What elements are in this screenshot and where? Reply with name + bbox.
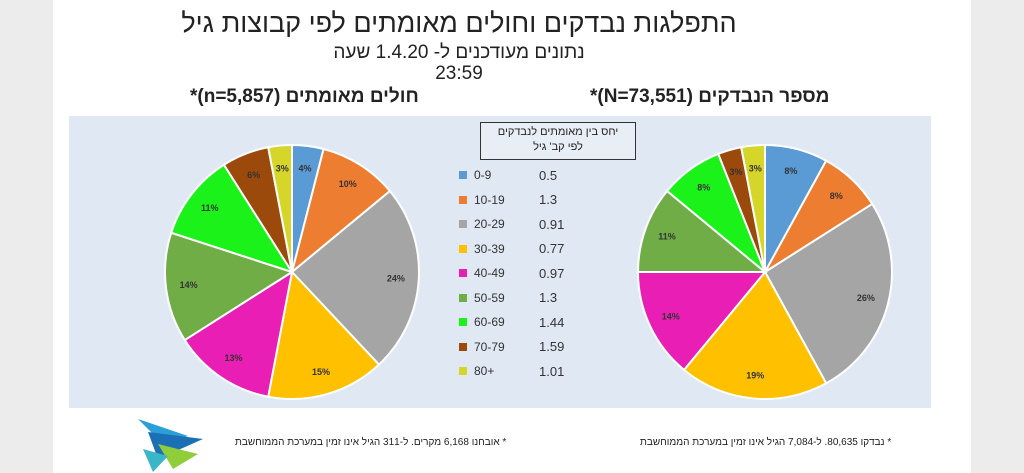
legend-ratio-value: 0.91 xyxy=(539,216,565,232)
legend-ratio-value: 1.44 xyxy=(539,314,565,330)
left-chart-title: חולים מאומתים (n=5,857)* xyxy=(190,86,419,107)
right-chart-title: מספר הנבדקים (N=73,551)* xyxy=(590,86,830,107)
legend-header-line-2: לפי קב' גיל xyxy=(533,141,583,153)
pie-data-label: 10% xyxy=(339,179,357,189)
pie-data-label: 11% xyxy=(658,232,676,242)
legend-item: 10-19 1.3 xyxy=(459,191,557,209)
ministry-logo xyxy=(138,419,203,472)
legend-ratio-value: 0.5 xyxy=(539,167,558,183)
legend-label: 80+ xyxy=(474,364,495,378)
pie-data-label: 24% xyxy=(387,274,405,284)
legend-swatch xyxy=(459,293,467,302)
legend-item: 20-29 0.91 xyxy=(459,215,564,233)
pie-slice-10-19 xyxy=(290,147,392,275)
legend-swatch xyxy=(459,195,467,204)
legend-label: 20-29 xyxy=(474,217,505,231)
legend-label: 10-19 xyxy=(474,192,505,207)
footnote-left: * אובחנו 6,168 מקרים. ל-311 הגיל אינו זמ… xyxy=(235,437,507,448)
pie-data-label: 4% xyxy=(299,164,312,174)
pie-data-label: 26% xyxy=(857,293,875,303)
pie-data-label: 19% xyxy=(746,371,764,381)
legend-ratio-value: 1.3 xyxy=(539,192,558,207)
pie-slice-50-59 xyxy=(636,189,768,273)
legend-label: 0-9 xyxy=(474,168,492,182)
legend-label: 50-59 xyxy=(474,290,505,305)
legend-ratio-value: 0.77 xyxy=(539,241,565,256)
pie-data-label: 8% xyxy=(697,183,710,193)
page-subtitle: נתונים מעודכנים ל- 1.4.20 שעה 23:59 xyxy=(0,42,918,84)
page-title: התפלגות נבדקים וחולים מאומתים לפי קבוצות… xyxy=(181,8,737,38)
pie-slice-30-39 xyxy=(682,270,828,400)
pie-chart-confirmed: 4% 10% 24% 15% 13% 14% 11% 6% 3% xyxy=(164,143,420,400)
subtitle-line-2: 23:59 xyxy=(435,63,483,84)
legend-ratio-value: 1.3 xyxy=(539,290,558,305)
pie-slice-30-39 xyxy=(267,269,381,400)
legend-item: 60-69 1.44 xyxy=(459,313,564,331)
legend-swatch xyxy=(459,171,467,179)
legend-swatch xyxy=(459,244,467,253)
pie-data-label: 15% xyxy=(312,367,330,377)
pie-slice-80+ xyxy=(267,143,293,273)
footnote-right: * נבדקו 80,635. ל-7,084 הגיל אינו זמין ב… xyxy=(640,437,892,448)
legend-label: 70-79 xyxy=(474,339,505,354)
pie-slice-20-29 xyxy=(763,202,893,385)
pie-slice-50-59 xyxy=(164,231,295,342)
pie-slice-80+ xyxy=(740,143,766,273)
legend-swatch xyxy=(459,220,467,228)
subtitle-line-1: נתונים מעודכנים ל- 1.4.20 שעה xyxy=(333,42,585,63)
legend-swatch xyxy=(459,367,467,375)
pie-data-label: 3% xyxy=(729,167,742,177)
pie-data-label: 11% xyxy=(201,203,219,213)
pie-slice-40-49 xyxy=(183,269,294,398)
pie-data-label: 3% xyxy=(276,163,289,173)
legend-label: 60-69 xyxy=(474,315,505,329)
legend-item: 30-39 0.77 xyxy=(459,240,564,258)
pie-data-label: 14% xyxy=(180,280,198,290)
legend-label: 30-39 xyxy=(474,241,505,256)
pie-data-label: 8% xyxy=(784,166,797,176)
pie-data-label: 6% xyxy=(247,170,260,180)
legend-header: יחס בין מאומתים לנבדקים לפי קב' גיל xyxy=(480,122,636,160)
legend-label: 40-49 xyxy=(474,266,505,280)
pie-slice-40-49 xyxy=(636,271,768,372)
legend-item: 40-49 0.97 xyxy=(459,264,564,282)
pie-data-label: 14% xyxy=(662,311,680,321)
legend-ratio-value: 1.59 xyxy=(539,339,565,354)
legend-item: 0-9 0.5 xyxy=(459,166,557,184)
legend-swatch xyxy=(459,318,467,326)
pie-slice-60-69 xyxy=(169,163,295,274)
pie-data-label: 13% xyxy=(224,353,242,363)
pie-data-label: 8% xyxy=(830,191,843,201)
legend-swatch xyxy=(459,342,467,351)
pie-slice-20-29 xyxy=(290,189,420,366)
legend-ratio-value: 1.01 xyxy=(539,363,565,379)
legend-ratio-value: 0.97 xyxy=(539,265,565,281)
legend-item: 70-79 1.59 xyxy=(459,338,564,356)
pie-chart-tested: 8% 8% 26% 19% 14% 11% 8% 3% 3% xyxy=(636,143,893,400)
pie-data-label: 3% xyxy=(749,163,762,173)
legend-swatch xyxy=(459,269,467,277)
legend-item: 80+ 1.01 xyxy=(459,362,564,380)
legend-item: 50-59 1.3 xyxy=(459,289,557,307)
legend-header-line-1: יחס בין מאומתים לנבדקים xyxy=(497,126,619,138)
